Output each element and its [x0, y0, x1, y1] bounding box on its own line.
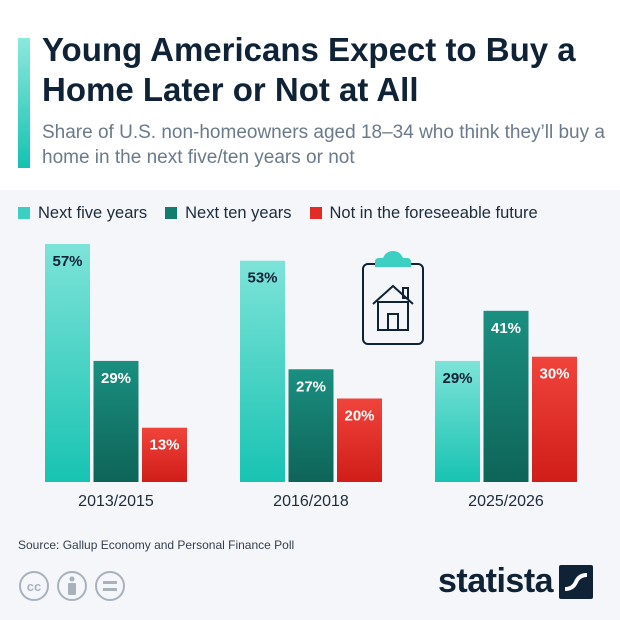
legend-label: Next five years — [38, 203, 148, 222]
statista-logo: statista — [438, 562, 594, 601]
cc-icon: cc — [19, 571, 49, 601]
bar — [240, 260, 285, 482]
house-clipboard-icon — [362, 251, 424, 345]
bar — [435, 360, 480, 482]
legend-swatch — [165, 207, 178, 219]
source-note: Source: Gallup Economy and Personal Fina… — [18, 538, 295, 552]
bar — [142, 427, 187, 482]
bar — [93, 360, 139, 482]
equals-icon — [95, 571, 125, 601]
data-label: 29% — [442, 370, 472, 387]
category-label: 2016/2018 — [273, 493, 349, 510]
bar — [483, 310, 529, 482]
category-label: 2025/2026 — [468, 493, 544, 510]
legend-swatch — [309, 207, 322, 219]
category-label: 2013/2015 — [78, 493, 154, 510]
license-icons: cc — [19, 571, 125, 601]
bar — [288, 369, 334, 482]
chart-title: Young Americans Expect to Buy a Home Lat… — [42, 31, 576, 108]
data-label: 13% — [149, 437, 179, 454]
bar — [45, 244, 90, 482]
data-label: 20% — [344, 407, 374, 424]
person-icon — [57, 571, 87, 601]
data-label: 27% — [296, 378, 326, 395]
bars: 57% 29% 13% 2013/2015 53% 27% 20% 2016/2018 29% 4… — [45, 244, 577, 510]
header: Young Americans Expect to Buy a Home Lat… — [0, 0, 620, 190]
legend-item-next-ten-years: Next ten years — [165, 203, 292, 223]
title-accent-bar — [18, 38, 30, 168]
bar — [337, 398, 382, 482]
data-label: 30% — [539, 366, 569, 383]
data-label: 29% — [101, 370, 131, 387]
svg-text:cc: cc — [27, 579, 41, 594]
legend-label: Not in the foreseeable future — [329, 203, 538, 222]
legend-item-not-foreseeable: Not in the foreseeable future — [309, 203, 538, 223]
data-label: 53% — [247, 270, 277, 287]
legend-item-next-five-years: Next five years — [18, 204, 147, 223]
bar-chart: 57% 29% 13% 2013/2015 53% 27% 20% 2016/2018 29% 4… — [45, 244, 577, 510]
legend: Next five years Next ten years Not in th… — [18, 200, 618, 226]
data-label: 41% — [491, 320, 521, 337]
legend-swatch — [18, 207, 30, 219]
statista-logo-icon — [559, 564, 594, 599]
bar — [532, 356, 577, 482]
legend-label: Next ten years — [185, 203, 292, 222]
logo-text: statista — [438, 562, 554, 600]
data-label: 57% — [52, 253, 82, 270]
chart-subtitle: Share of U.S. non-homeowners aged 18–34 … — [42, 122, 605, 168]
